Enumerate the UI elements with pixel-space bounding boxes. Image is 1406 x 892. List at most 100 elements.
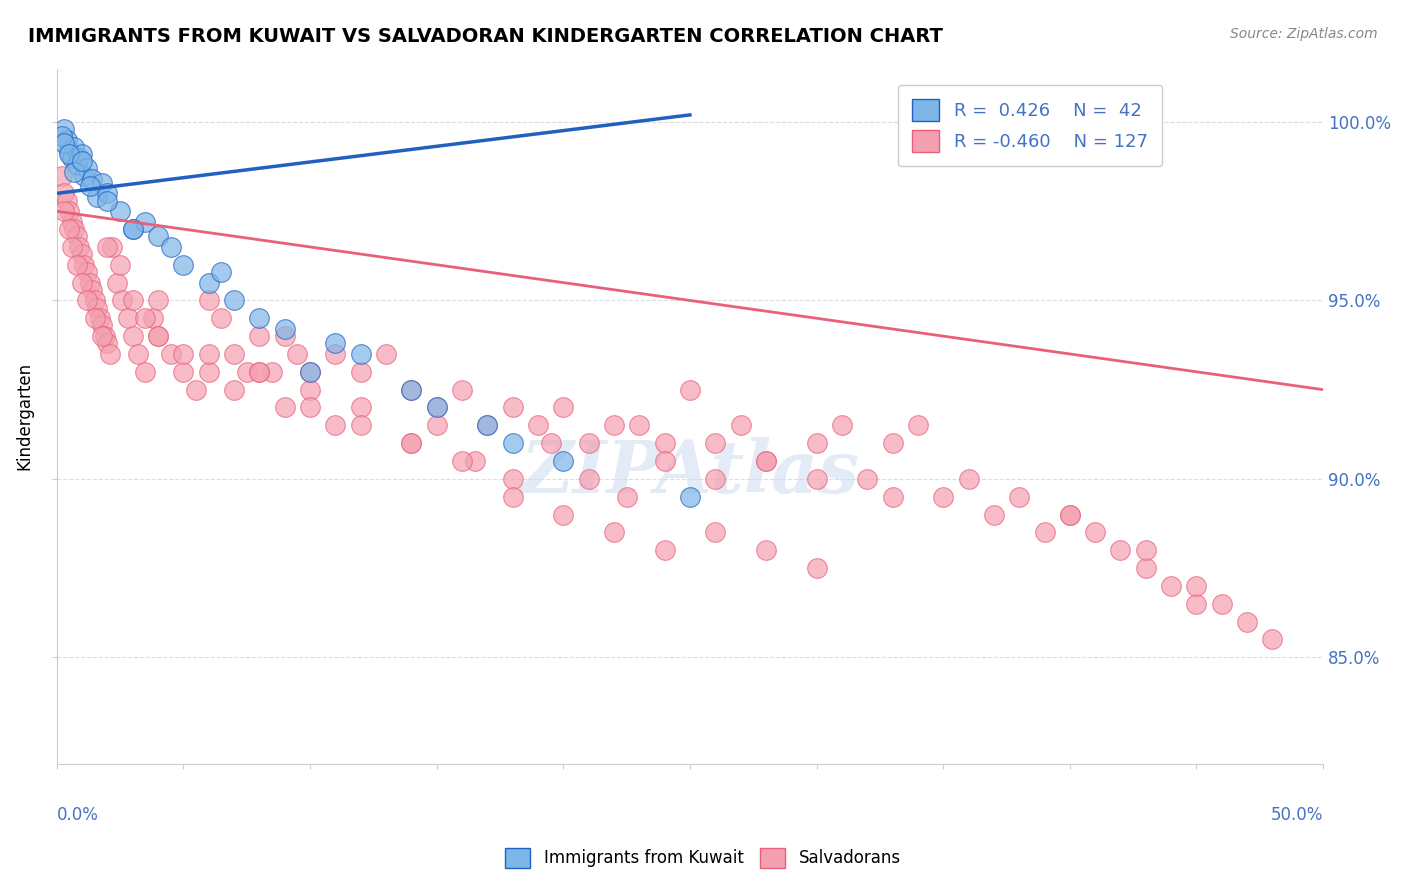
Point: [399, 383, 422, 397]
Point: [146, 229, 169, 244]
Point: [298, 401, 321, 415]
Point: [60, 240, 83, 254]
Point: [540, 436, 562, 450]
Point: [426, 401, 449, 415]
Point: [679, 383, 702, 397]
Point: [134, 215, 156, 229]
Point: [121, 222, 143, 236]
Point: [349, 347, 371, 361]
Point: [96, 194, 118, 208]
Point: [1211, 597, 1233, 611]
Legend: Immigrants from Kuwait, Salvadorans: Immigrants from Kuwait, Salvadorans: [499, 841, 907, 875]
Point: [1008, 490, 1031, 504]
Text: 0.0%: 0.0%: [56, 806, 98, 824]
Point: [374, 347, 396, 361]
Point: [273, 322, 295, 336]
Point: [755, 454, 778, 468]
Point: [70, 154, 93, 169]
Point: [108, 204, 131, 219]
Point: [679, 490, 702, 504]
Point: [616, 490, 638, 504]
Point: [247, 329, 270, 343]
Point: [86, 301, 108, 315]
Point: [451, 383, 474, 397]
Point: [73, 258, 96, 272]
Point: [222, 383, 245, 397]
Point: [323, 418, 346, 433]
Point: [55, 194, 77, 208]
Point: [70, 247, 93, 261]
Point: [704, 436, 727, 450]
Point: [73, 169, 96, 183]
Point: [426, 418, 449, 433]
Point: [882, 436, 904, 450]
Point: [477, 418, 499, 433]
Point: [654, 543, 676, 558]
Point: [53, 204, 76, 219]
Point: [578, 436, 600, 450]
Point: [51, 169, 73, 183]
Point: [983, 508, 1005, 522]
Point: [146, 293, 169, 308]
Point: [89, 311, 111, 326]
Text: IMMIGRANTS FROM KUWAIT VS SALVADORAN KINDERGARTEN CORRELATION CHART: IMMIGRANTS FROM KUWAIT VS SALVADORAN KIN…: [28, 27, 943, 45]
Point: [426, 401, 449, 415]
Point: [553, 508, 575, 522]
Point: [451, 454, 474, 468]
Point: [53, 136, 76, 151]
Point: [553, 454, 575, 468]
Point: [93, 329, 115, 343]
Point: [172, 347, 194, 361]
Point: [1059, 508, 1081, 522]
Point: [222, 347, 245, 361]
Point: [654, 454, 676, 468]
Point: [235, 365, 257, 379]
Point: [98, 347, 121, 361]
Point: [58, 222, 80, 236]
Point: [464, 454, 486, 468]
Point: [856, 472, 879, 486]
Point: [67, 240, 90, 254]
Point: [79, 179, 101, 194]
Point: [111, 293, 134, 308]
Point: [86, 190, 108, 204]
Point: [502, 401, 524, 415]
Point: [502, 490, 524, 504]
Point: [603, 418, 626, 433]
Point: [755, 543, 778, 558]
Point: [79, 276, 101, 290]
Point: [60, 215, 83, 229]
Point: [127, 347, 149, 361]
Point: [96, 240, 118, 254]
Point: [1236, 615, 1258, 629]
Point: [108, 258, 131, 272]
Point: [502, 472, 524, 486]
Point: [63, 222, 86, 236]
Point: [247, 311, 270, 326]
Point: [121, 329, 143, 343]
Y-axis label: Kindergarten: Kindergarten: [15, 362, 32, 470]
Point: [76, 293, 98, 308]
Point: [247, 365, 270, 379]
Point: [184, 383, 207, 397]
Point: [1084, 525, 1107, 540]
Legend: R =  0.426    N =  42, R = -0.460    N = 127: R = 0.426 N = 42, R = -0.460 N = 127: [897, 85, 1163, 167]
Point: [477, 418, 499, 433]
Point: [349, 365, 371, 379]
Point: [142, 311, 165, 326]
Point: [51, 129, 73, 144]
Point: [222, 293, 245, 308]
Point: [83, 311, 105, 326]
Point: [285, 347, 308, 361]
Point: [76, 161, 98, 176]
Point: [53, 186, 76, 201]
Point: [1185, 579, 1208, 593]
Point: [172, 258, 194, 272]
Point: [755, 454, 778, 468]
Text: ZIPAtlas: ZIPAtlas: [520, 436, 859, 508]
Point: [197, 276, 219, 290]
Point: [134, 365, 156, 379]
Point: [96, 186, 118, 201]
Point: [628, 418, 651, 433]
Point: [273, 329, 295, 343]
